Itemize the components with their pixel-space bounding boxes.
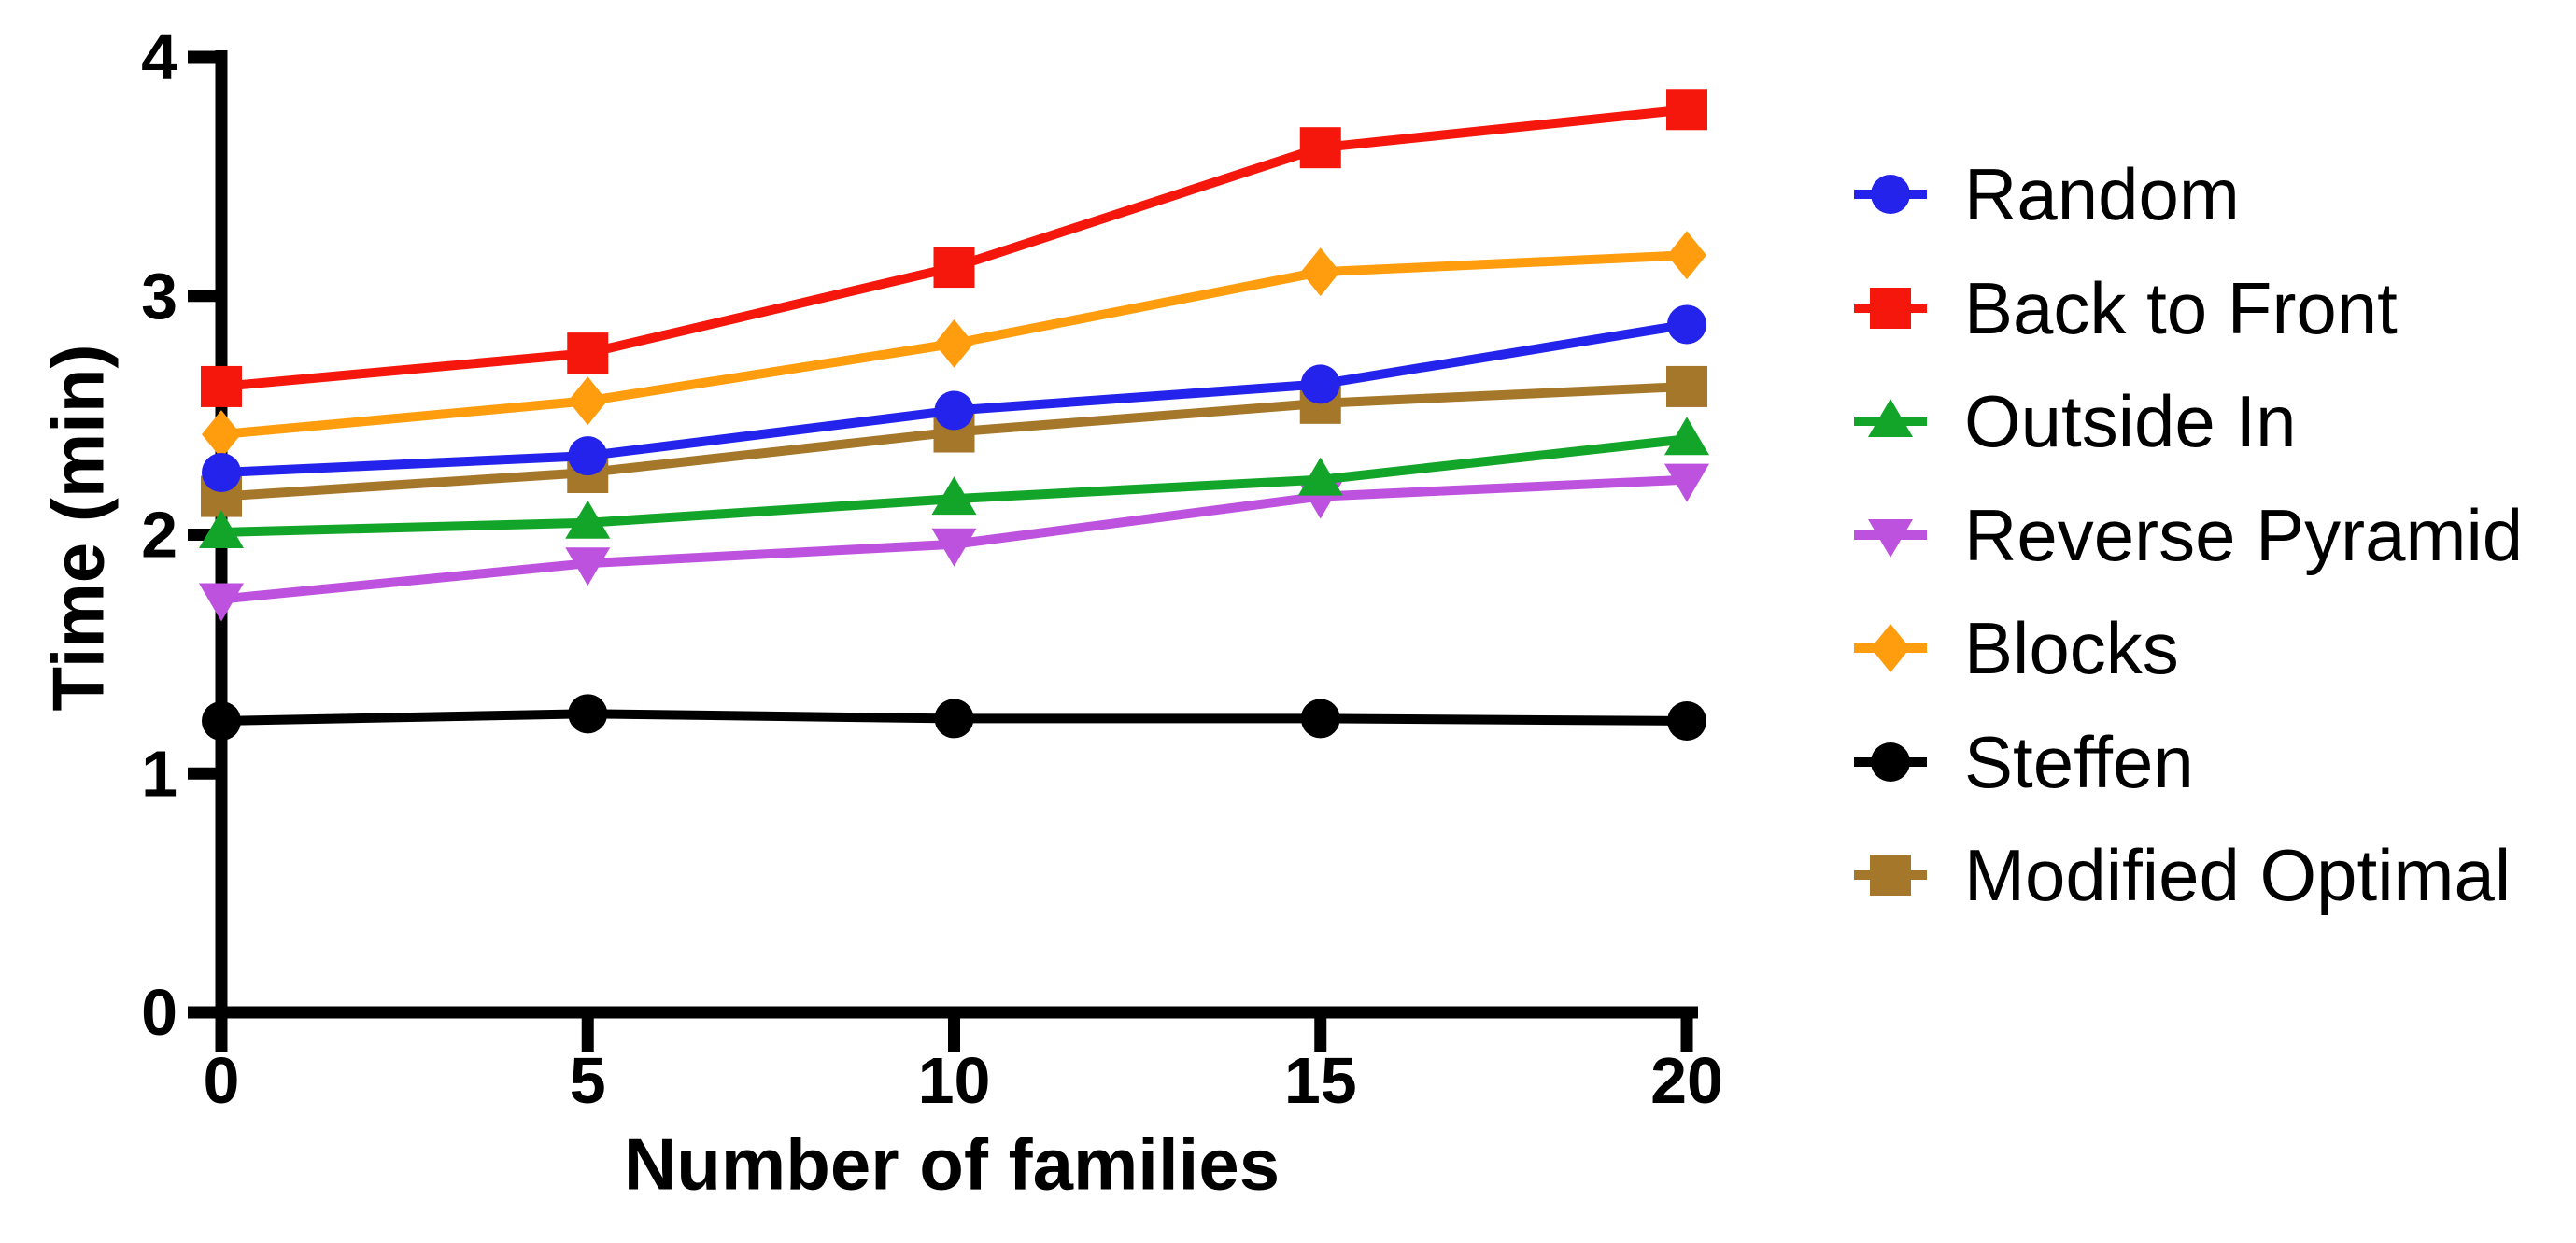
legend-label-random: Random <box>1964 153 2240 235</box>
legend-item-random: Random <box>1854 148 2240 241</box>
circle-marker-icon <box>1871 175 1910 214</box>
diamond-marker-icon <box>568 376 608 426</box>
legend-label-blocks: Blocks <box>1964 607 2179 689</box>
diamond-marker-icon <box>1667 231 1706 280</box>
square-marker-icon <box>1666 365 1707 407</box>
x-axis-tick-label: 10 <box>918 1044 991 1117</box>
circle-marker-icon <box>1300 699 1340 739</box>
circle-marker-icon <box>568 436 608 476</box>
triangle-down-marker-icon <box>1664 463 1709 502</box>
x-axis-tick-label: 15 <box>1284 1044 1357 1117</box>
circle-marker-icon <box>934 390 974 431</box>
triangle-up-marker-icon <box>1664 417 1709 456</box>
square-marker-icon <box>1870 287 1911 329</box>
x-axis-tick-label: 5 <box>570 1044 606 1117</box>
triangle-down-marker-icon <box>1868 518 1913 558</box>
triangle-up-marker-icon <box>565 500 611 539</box>
triangle-up-marker-icon <box>199 509 244 548</box>
series-random <box>202 304 1706 493</box>
triangle-down-marker-icon <box>565 547 611 586</box>
legend-label-steffen: Steffen <box>1964 720 2194 803</box>
y-axis-tick-label: 1 <box>141 737 177 810</box>
square-marker-icon <box>201 365 242 407</box>
legend-item-blocks: Blocks <box>1854 601 2179 695</box>
legend-swatch-steffen <box>1854 742 1927 782</box>
legend-swatch-random <box>1854 175 1927 214</box>
circle-marker-icon <box>1667 700 1706 741</box>
circle-marker-icon <box>568 694 608 734</box>
legend-item-outside-in: Outside In <box>1854 374 2297 468</box>
series-steffen <box>202 694 1706 741</box>
legend-label-reverse-pyramid: Reverse Pyramid <box>1964 493 2524 576</box>
circle-marker-icon <box>202 700 241 741</box>
legend-item-modified-optimal: Modified Optimal <box>1854 828 2511 922</box>
series-outside-in <box>199 417 1709 548</box>
legend-label-modified-optimal: Modified Optimal <box>1964 834 2512 916</box>
legend-item-back-to-front: Back to Front <box>1854 261 2398 355</box>
legend-swatch-outside-in <box>1854 399 1927 437</box>
diamond-marker-icon <box>934 318 974 368</box>
circle-marker-icon <box>934 699 974 739</box>
legend-label-outside-in: Outside In <box>1964 380 2297 462</box>
legend-label-back-to-front: Back to Front <box>1964 266 2398 349</box>
triangle-down-marker-icon <box>199 583 244 622</box>
x-axis-tick-label: 20 <box>1650 1044 1723 1117</box>
y-axis-tick-label: 4 <box>141 21 177 93</box>
legend-swatch-blocks <box>1854 624 1927 672</box>
triangle-down-marker-icon <box>931 528 977 567</box>
diamond-marker-icon <box>1300 247 1340 297</box>
circle-marker-icon <box>202 453 241 493</box>
diamond-marker-icon <box>202 410 241 459</box>
y-axis-tick-label: 2 <box>141 499 177 572</box>
series-reverse-pyramid <box>199 463 1709 622</box>
series-back-to-front <box>201 89 1707 407</box>
y-axis-tick-label: 0 <box>141 976 177 1049</box>
legend-swatch-reverse-pyramid <box>1854 518 1927 558</box>
legend-item-reverse-pyramid: Reverse Pyramid <box>1854 488 2523 582</box>
square-marker-icon <box>1666 89 1707 131</box>
circle-marker-icon <box>1871 742 1910 782</box>
y-axis-title: Time (min) <box>36 344 120 712</box>
square-marker-icon <box>567 332 609 374</box>
circle-marker-icon <box>1667 304 1706 345</box>
x-axis-title: Number of families <box>623 1123 1281 1206</box>
legend-swatch-back-to-front <box>1854 287 1927 329</box>
square-marker-icon <box>933 247 975 289</box>
axes: 0 1 2 3 4 0 5 10 15 20 <box>141 21 1723 1117</box>
y-axis-tick-label: 3 <box>141 260 177 332</box>
triangle-up-marker-icon <box>931 476 977 516</box>
series-blocks <box>202 231 1706 459</box>
triangle-up-marker-icon <box>1297 457 1343 496</box>
legend-item-steffen: Steffen <box>1854 715 2194 809</box>
x-axis-tick-label: 0 <box>204 1044 240 1117</box>
triangle-up-marker-icon <box>1868 399 1913 437</box>
square-marker-icon <box>1870 855 1911 896</box>
square-marker-icon <box>1299 127 1341 169</box>
diamond-marker-icon <box>1871 624 1910 672</box>
legend-swatch-modified-optimal <box>1854 855 1927 896</box>
circle-marker-icon <box>1300 364 1340 404</box>
